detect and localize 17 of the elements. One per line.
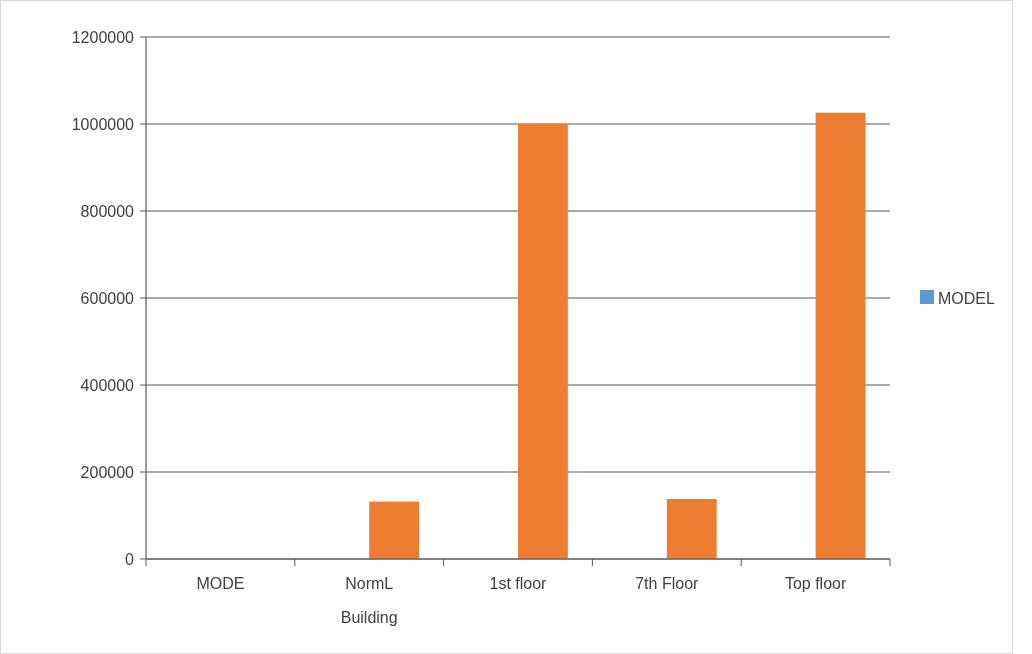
bar [815,112,866,559]
x-tick-label: Top floor [784,575,847,592]
bar [369,501,420,559]
y-tick-label: 800000 [80,202,135,220]
legend-label: MODEL [938,289,995,307]
y-tick-label: 200000 [80,463,135,481]
y-tick-label: 600000 [80,289,135,307]
y-tick-label: 400000 [80,376,135,394]
x-tick-label: MODE [196,575,245,592]
y-tick-label: 0 [125,550,135,568]
x-tick-label: NormL Building [340,575,398,626]
x-tick-label: 1st floor [489,575,548,592]
y-tick-label: 1000000 [71,115,135,133]
bar [666,498,717,559]
y-tick-label: 1200000 [71,28,135,46]
x-tick-label: 7th Floor [635,575,700,592]
bar [518,124,568,559]
